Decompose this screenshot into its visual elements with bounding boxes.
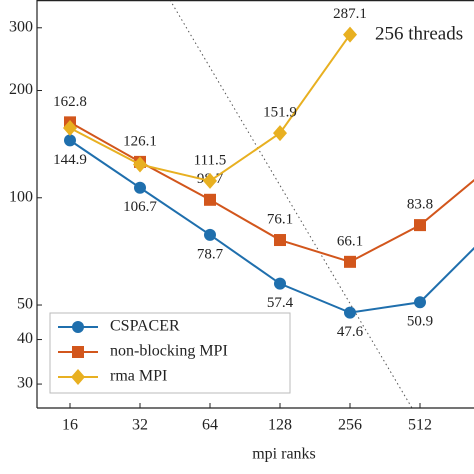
point xyxy=(273,125,287,142)
data-label: 47.6 xyxy=(337,324,364,340)
y-tick-label: 200 xyxy=(9,81,33,98)
data-label: 151.9 xyxy=(263,105,297,121)
y-tick-label: 40 xyxy=(17,330,33,347)
data-label: 50.9 xyxy=(407,314,433,330)
point xyxy=(204,193,216,206)
point xyxy=(344,255,356,268)
data-label: 76.1 xyxy=(267,211,293,227)
y-tick-label: 100 xyxy=(9,188,33,205)
point xyxy=(71,369,85,385)
data-label: 144.9 xyxy=(53,152,87,168)
data-label: 106.7 xyxy=(123,199,157,215)
data-label: 66.1 xyxy=(337,233,363,249)
legend-label: CSPACER xyxy=(110,318,180,335)
point xyxy=(343,26,357,43)
point xyxy=(274,277,286,290)
legend-label: rma MPI xyxy=(110,368,167,385)
legend-label: non-blocking MPI xyxy=(110,343,228,360)
point xyxy=(414,296,426,309)
legend: CSPACER non-blocking MPI rma MPI xyxy=(49,312,291,394)
data-label: 126.1 xyxy=(123,133,157,149)
y-tick-label: 30 xyxy=(17,375,33,392)
point xyxy=(63,119,77,136)
y-tick-label: 50 xyxy=(17,296,33,313)
point xyxy=(134,181,146,194)
x-tick-label: 64 xyxy=(202,417,218,434)
x-tick-label: 256 xyxy=(338,417,362,434)
point xyxy=(72,346,84,358)
point xyxy=(204,228,216,241)
point xyxy=(64,134,76,147)
data-label: 57.4 xyxy=(267,295,294,311)
point xyxy=(344,306,356,319)
point xyxy=(414,219,426,232)
point xyxy=(274,234,286,247)
data-label: 287.1 xyxy=(333,6,367,22)
x-tick-label: 512 xyxy=(408,417,432,434)
x-axis-label: mpi ranks xyxy=(252,446,316,463)
x-tick-label: 128 xyxy=(268,417,292,434)
point xyxy=(133,156,147,173)
data-label: 111.5 xyxy=(194,152,227,168)
annotation: 256 threads xyxy=(375,23,463,44)
data-label: 162.8 xyxy=(53,94,87,110)
point xyxy=(203,172,217,189)
x-tick-label: 16 xyxy=(62,417,78,434)
point xyxy=(72,321,84,333)
data-label: 83.8 xyxy=(407,197,433,213)
data-label: 78.7 xyxy=(197,246,224,262)
y-tick-label: 300 xyxy=(9,18,33,35)
x-tick-label: 32 xyxy=(132,417,148,434)
